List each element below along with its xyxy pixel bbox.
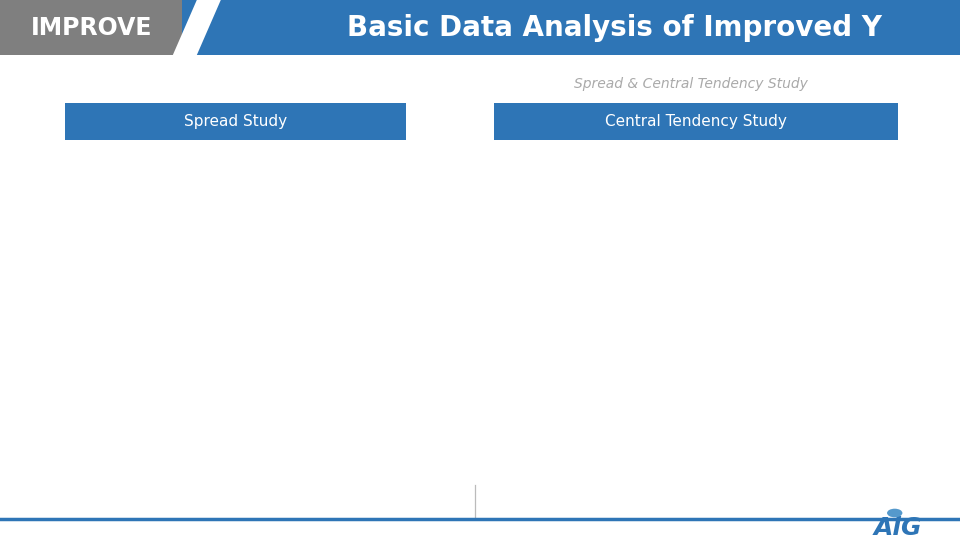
Circle shape: [887, 509, 902, 517]
Text: AiG: AiG: [874, 516, 922, 540]
Bar: [182, 0, 960, 55]
Bar: [494, 103, 898, 140]
Text: Spread & Central Tendency Study: Spread & Central Tendency Study: [574, 77, 808, 91]
Text: Central Tendency Study: Central Tendency Study: [605, 114, 787, 129]
Text: Basic Data Analysis of Improved Y: Basic Data Analysis of Improved Y: [347, 14, 882, 42]
Bar: [65, 103, 406, 140]
Text: Spread Study: Spread Study: [184, 114, 287, 129]
Text: IMPROVE: IMPROVE: [31, 16, 152, 39]
Bar: [0, 0, 187, 55]
Polygon shape: [173, 0, 221, 55]
